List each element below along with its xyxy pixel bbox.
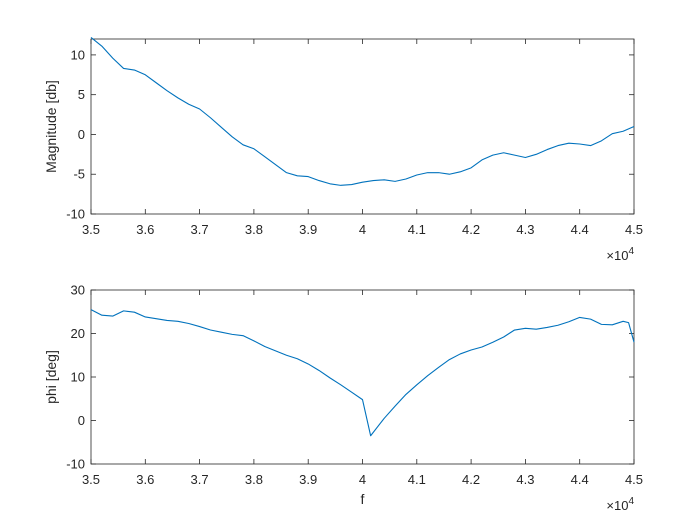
axes1-xtick-label: 3.5	[82, 222, 100, 237]
axes2-xtick-label: 3.8	[245, 472, 263, 487]
axes2-xlabel: f	[361, 491, 365, 507]
axes2-ytick-label: 10	[71, 370, 85, 385]
axes1-xtick-label: 4.5	[625, 222, 643, 237]
axes1-xtick-label: 3.9	[299, 222, 317, 237]
axes1-xtick-label: 3.6	[136, 222, 154, 237]
axes1-xtick-label: 3.8	[245, 222, 263, 237]
axes1-x-exponent-power: 4	[628, 246, 634, 257]
axes2-xtick-label: 4.3	[516, 472, 534, 487]
axes2-ylabel: phi [deg]	[43, 350, 59, 404]
axes1-ytick-label: 5	[78, 87, 85, 102]
axes2-xtick-label: 4	[359, 472, 366, 487]
axes2-xtick-label: 4.1	[408, 472, 426, 487]
axes1-xtick-label: 4.4	[571, 222, 589, 237]
axes1-series-line-1	[90, 36, 635, 186]
axes2-ytick-label: -10	[66, 457, 85, 472]
axes1-ylabel: Magnitude [db]	[43, 80, 59, 173]
axes1-ytick-label: -5	[73, 167, 85, 182]
axes2-ytick-label: 30	[71, 283, 85, 298]
axes1-xtick-label: 4.2	[462, 222, 480, 237]
axes1-ytick-label: -10	[66, 207, 85, 222]
axes2-series-line-1	[90, 309, 635, 437]
axes1-xtick-label: 3.7	[191, 222, 209, 237]
axes2-x-exponent-label: ×104	[606, 496, 634, 513]
axes1-x-exponent-label: ×104	[606, 246, 634, 263]
axes1-xtick-label: 4.1	[408, 222, 426, 237]
axes1-xtick-label: 4.3	[516, 222, 534, 237]
axes2-xtick-label: 3.5	[82, 472, 100, 487]
axes2-xtick-label: 3.9	[299, 472, 317, 487]
axes2-ytick-label: 0	[78, 413, 85, 428]
axes2-group: 3.5 3.6 3.7 3.8 3.9 4 4.1 4.2 4.3 4.4 4.5 -10 0 10 20 3…	[43, 283, 643, 514]
axes2-box	[90, 289, 635, 465]
axes2-ytick-label: 20	[71, 326, 85, 341]
axes2-xtick-label: 4.4	[571, 472, 589, 487]
axes2-xtick-label: 3.7	[191, 472, 209, 487]
axes2-xtick-label: 4.5	[625, 472, 643, 487]
axes1-box	[90, 38, 635, 215]
axes1-ytick-label: 0	[78, 127, 85, 142]
axes2-xtick-label: 3.6	[136, 472, 154, 487]
axes2-x-exponent-power: 4	[628, 496, 634, 507]
axes1-ytick-label: 10	[71, 47, 85, 62]
axes2-xtick-label: 4.2	[462, 472, 480, 487]
axes1-xtick-label: 4	[359, 222, 366, 237]
axes1-group: 3.5 3.6 3.7 3.8 3.9 4 4.1 4.2 4.3 4.4 4.5 -10 -5 0 5 10…	[43, 36, 643, 263]
